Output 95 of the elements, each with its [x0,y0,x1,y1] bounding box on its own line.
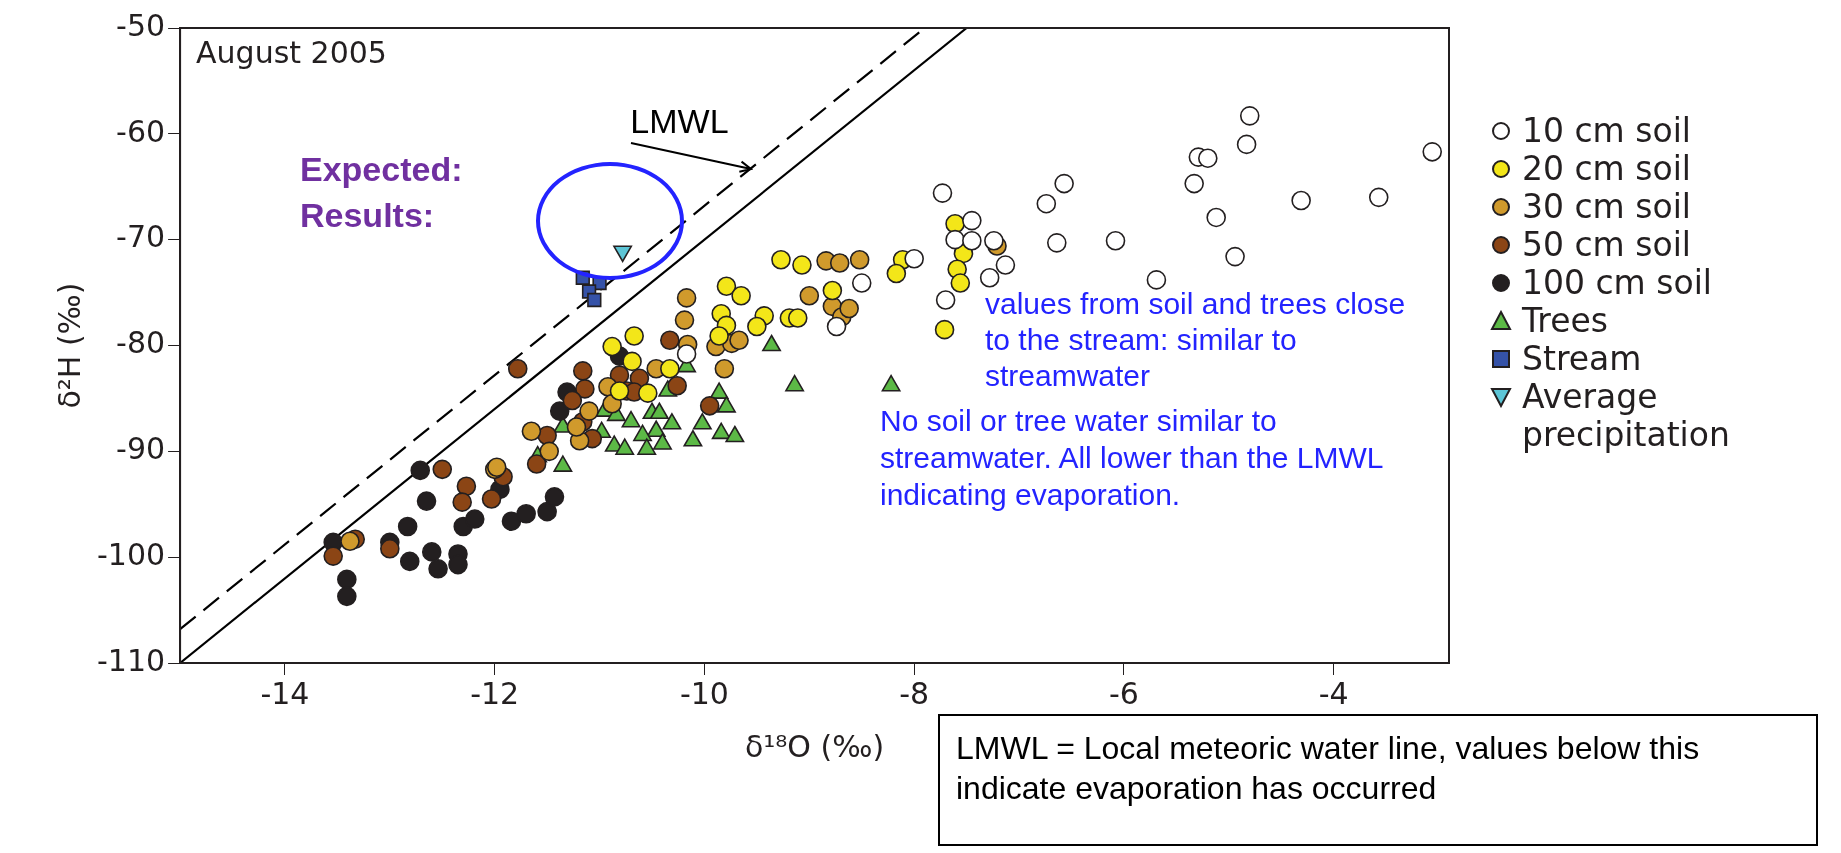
point [822,280,843,301]
point [716,276,737,297]
point [886,263,907,284]
point [950,273,971,293]
x-axis-title: δ¹⁸O (‰) [744,728,885,764]
y-tick-label: -50 [116,7,166,43]
x-tick-label: -6 [1108,675,1139,711]
point [456,476,477,497]
point [676,344,697,364]
y-tick-label: -110 [96,642,166,678]
point [323,546,343,566]
legend-label: 50 cm soil [1522,225,1691,264]
point [1198,148,1218,168]
point [397,516,418,537]
point [337,569,357,590]
y-tick-label: -60 [116,113,166,149]
point [667,375,687,396]
point [729,330,749,351]
point [549,401,570,421]
point [575,379,595,399]
y-tick-label: -80 [116,325,166,361]
point [826,316,847,337]
legend-label: 10 cm soil [1522,111,1691,150]
point [674,310,695,330]
legend-label: 20 cm soil [1522,149,1691,188]
annotation: values from soil and trees close to the stream: similar to streamwater [985,286,1407,394]
point [638,383,658,403]
point [709,326,729,346]
x-tick-label: -14 [260,675,310,711]
point [566,417,587,437]
point [962,230,982,251]
text: LMWL = Local meteoric water line, values below this indicate evaporation has occurred [938,714,1818,846]
legend-label: 100 cm soil [1522,263,1712,302]
point [609,381,630,401]
point [904,248,924,269]
legend-label: Trees [1522,301,1608,340]
y-axis-title: δ²H (‰) [51,282,87,409]
x-tick-label: -10 [679,675,729,711]
annotation: LMWL [630,102,729,141]
point [587,292,602,308]
point [839,298,859,319]
point [340,531,360,552]
point [624,326,644,346]
point [481,489,502,509]
annotation: No soil or tree water similar to streamwater. All lower than the LMWL indicating evaporation. [880,403,1384,513]
point [421,542,442,562]
point [829,253,850,273]
point [676,288,697,308]
point [544,487,565,507]
point [602,336,622,357]
point [747,316,767,337]
chart-title: August 2005 [196,34,387,70]
point [731,285,751,306]
legend-label: Stream [1522,339,1642,378]
point [516,503,536,524]
point [337,586,357,607]
point [562,390,583,411]
point [579,401,599,421]
point [792,255,812,275]
point [507,358,528,379]
point [432,459,453,480]
point [572,361,593,381]
point [416,491,437,511]
point [521,421,542,442]
point [660,330,680,351]
y-tick-label: -70 [116,219,166,255]
y-tick-label: -90 [116,431,166,467]
point [539,441,560,462]
point [699,396,720,416]
annotation: Expected: [300,150,463,189]
annotation: Results: [300,196,435,235]
point [660,358,680,379]
legend-label: 30 cm soil [1522,187,1691,226]
point [526,454,547,474]
point [428,559,448,579]
y-tick-label: -100 [96,536,166,572]
point [934,319,955,340]
x-tick-label: -4 [1318,675,1349,711]
point [380,538,400,559]
point [452,492,472,512]
point [771,249,791,270]
point [399,551,420,572]
point [464,509,485,529]
x-tick-label: -8 [899,675,930,711]
point [799,285,820,306]
x-tick-label: -12 [470,675,520,711]
point [849,249,870,270]
point [714,358,735,379]
point [984,230,1004,251]
point [537,501,557,522]
point [501,511,522,531]
point [787,308,808,328]
legend-label: Average precipitation [1522,377,1731,454]
point [410,460,431,481]
point [622,351,642,372]
